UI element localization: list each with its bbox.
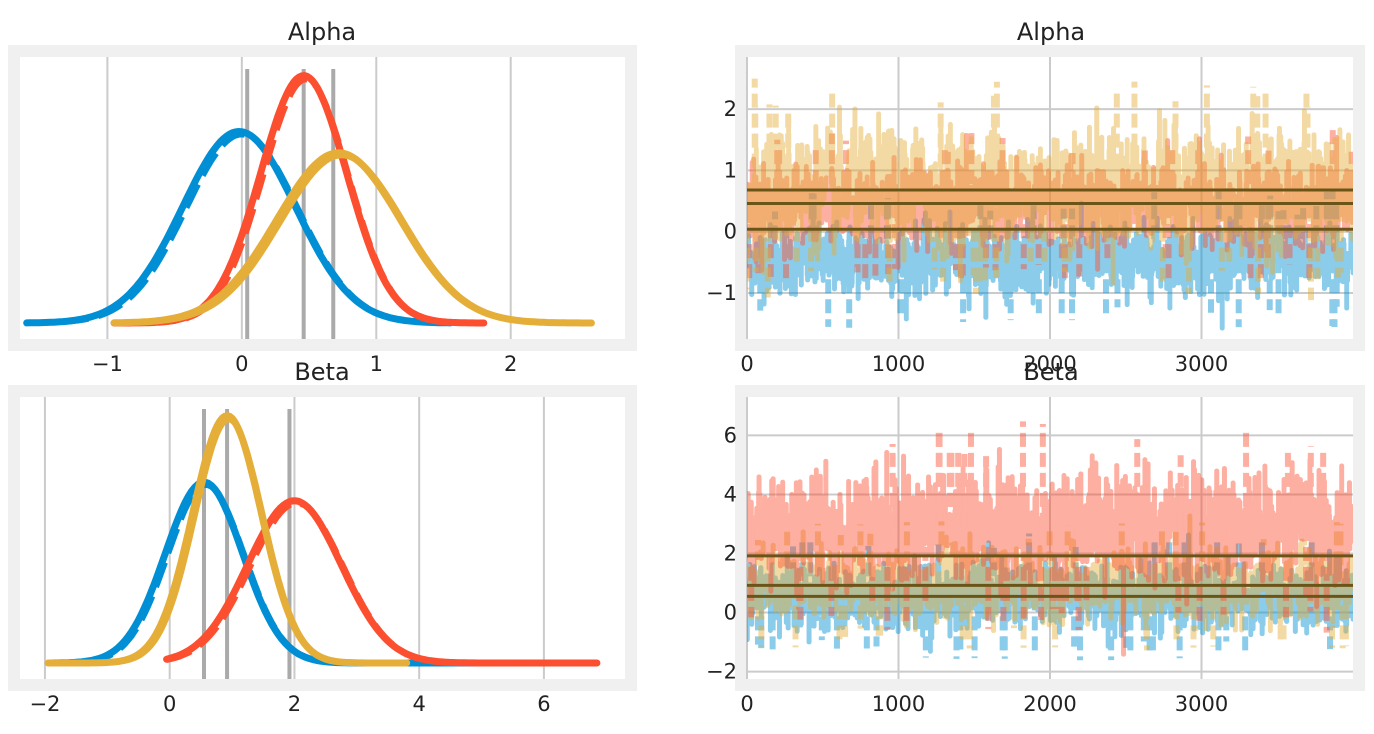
panel-title: Beta xyxy=(1023,358,1078,386)
x-tick-label: 2 xyxy=(288,692,301,716)
x-tick-label: 0 xyxy=(235,352,248,376)
y-tick-label: 4 xyxy=(724,482,737,506)
x-tick-label: 1 xyxy=(370,352,383,376)
trace-path xyxy=(747,200,1353,331)
trace-path xyxy=(747,532,1353,654)
x-tick-label: 6 xyxy=(537,692,550,716)
x-tick-label: −2 xyxy=(29,692,60,716)
panel-2: −2 0 2 4 6 Beta xyxy=(8,358,637,716)
plot-area xyxy=(23,69,595,339)
y-tick-label: 2 xyxy=(724,97,737,121)
y-tick-label: −2 xyxy=(706,660,737,684)
y-tick-label: −1 xyxy=(706,281,737,305)
panel-title: Alpha xyxy=(1017,18,1085,46)
plot-area xyxy=(747,78,1353,331)
x-tick-label: 3000 xyxy=(1175,352,1228,376)
x-tick-label: 3000 xyxy=(1175,692,1228,716)
x-tick-label: 1000 xyxy=(872,692,925,716)
y-tick-label: 2 xyxy=(724,542,737,566)
x-tick-label: 2000 xyxy=(1023,692,1076,716)
x-tick-label: 0 xyxy=(740,692,753,716)
x-tick-label: 2000 xyxy=(1023,352,1076,376)
trace-series-2 xyxy=(747,421,1353,657)
x-tick-label: 4 xyxy=(412,692,425,716)
y-tick-label: 6 xyxy=(724,423,737,447)
x-tick-label: 2 xyxy=(504,352,517,376)
density-chain-2 xyxy=(48,416,407,666)
panel-title: Beta xyxy=(294,358,349,386)
panel-1: 0 1000 2000 3000 −1 0 1 2 Alpha xyxy=(706,18,1365,376)
x-tick-label: 0 xyxy=(740,352,753,376)
y-tick-label: 0 xyxy=(724,601,737,625)
y-tick-label: 1 xyxy=(724,158,737,182)
density-chain-0 xyxy=(26,131,451,326)
trace-series-0 xyxy=(747,532,1353,661)
trace-series-1 xyxy=(747,126,1353,283)
panel-0: −1 0 1 2 Alpha xyxy=(8,18,637,376)
y-tick-label: 0 xyxy=(724,220,737,244)
x-tick-label: −1 xyxy=(92,352,123,376)
x-tick-label: 1000 xyxy=(872,352,925,376)
axes-frame xyxy=(8,385,637,691)
panel-title: Alpha xyxy=(288,18,356,46)
trace-path xyxy=(747,513,1353,637)
x-tick-label: 0 xyxy=(163,692,176,716)
plot-area xyxy=(747,421,1353,661)
density-chain-2 xyxy=(114,152,592,326)
plot-area xyxy=(44,409,601,679)
density-chain-1 xyxy=(165,500,597,666)
trace-series-2 xyxy=(747,78,1353,301)
